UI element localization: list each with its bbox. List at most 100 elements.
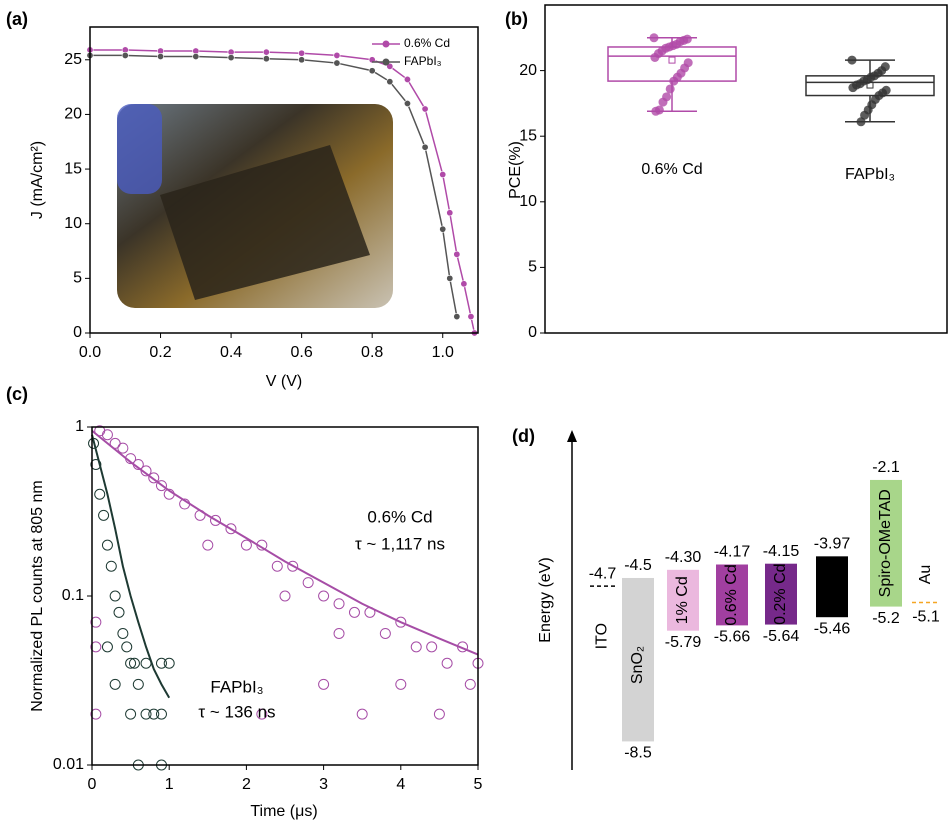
- data-point: [379, 627, 391, 639]
- data-point: [132, 678, 144, 690]
- data-point: [386, 62, 394, 70]
- level-name: ITO: [594, 623, 611, 649]
- band: [765, 563, 797, 625]
- band-value-label: -5.46: [814, 620, 851, 637]
- data-point: [446, 274, 454, 282]
- y-axis-label: J (mA/cm²): [29, 141, 46, 219]
- data-point: [333, 59, 341, 67]
- data-point: [287, 560, 299, 572]
- y-tick-label: 15: [64, 160, 82, 177]
- band-value-label: -2.1: [872, 459, 900, 476]
- data-point: [421, 143, 429, 151]
- data-point: [140, 708, 152, 720]
- data-point: [368, 67, 376, 75]
- band-value-label: -8.5: [624, 745, 652, 762]
- data-point: [202, 539, 214, 551]
- level-value-label: -4.7: [589, 565, 617, 582]
- data-point: [298, 56, 306, 64]
- y-axis-label: PCE(%): [507, 141, 524, 199]
- band-value-label: -3.97: [814, 536, 851, 553]
- data-point: [669, 76, 679, 86]
- band-value-label: -4.30: [665, 549, 702, 566]
- x-axis-label: Time (μs): [250, 803, 317, 820]
- data-point: [192, 53, 200, 61]
- mean: [668, 56, 676, 64]
- band: [870, 479, 902, 607]
- y-axis-label: Energy (eV): [537, 557, 554, 642]
- data-point: [256, 708, 268, 720]
- data-point: [148, 472, 160, 484]
- data-point: [348, 606, 360, 618]
- band: [667, 569, 699, 631]
- data-point: [464, 678, 476, 690]
- data-point: [665, 84, 675, 94]
- data-point: [453, 313, 461, 321]
- data-point: [271, 560, 283, 572]
- data-point: [240, 539, 252, 551]
- data-point: [117, 627, 129, 639]
- annotation: τ ~ 1,117 ns: [355, 534, 445, 553]
- y-tick-label: 0: [528, 324, 537, 341]
- band-name: FAPbI₃: [823, 562, 840, 612]
- y-tick-label: 5: [528, 259, 537, 276]
- category-label: 0.6% Cd: [641, 161, 702, 178]
- y-tick-label: 1: [75, 418, 84, 435]
- data-point: [848, 83, 858, 93]
- x-tick-label: 4: [396, 776, 405, 793]
- data-point: [651, 106, 661, 116]
- category-label: FAPbI₃: [845, 166, 895, 183]
- band-name: Spiro-OMeTAD: [877, 489, 894, 597]
- data-point: [163, 657, 175, 669]
- y-tick-label: 0: [73, 324, 82, 341]
- level-name: Au: [917, 565, 934, 585]
- data-point: [860, 110, 870, 120]
- y-tick-label: 0.01: [53, 756, 84, 773]
- data-point: [403, 100, 411, 108]
- data-point: [439, 225, 447, 233]
- annotation: 0.6% Cd: [367, 507, 432, 526]
- x-tick-label: 0.4: [220, 344, 242, 361]
- y-tick-label: 10: [64, 215, 82, 232]
- data-point: [90, 616, 102, 628]
- data-point: [847, 55, 857, 65]
- x-tick-label: 0.8: [361, 344, 383, 361]
- data-point: [403, 75, 411, 83]
- data-point: [439, 171, 447, 179]
- y-tick-label: 25: [64, 51, 82, 68]
- box: [607, 46, 737, 82]
- panel-label: (c): [6, 384, 28, 404]
- legend-marker: [382, 58, 390, 66]
- band-name: 0.2% Cd: [772, 563, 789, 624]
- data-point: [210, 514, 222, 526]
- data-point: [279, 590, 291, 602]
- x-tick-label: 1.0: [432, 344, 454, 361]
- data-point: [113, 606, 125, 618]
- band-name: 1% Cd: [674, 576, 691, 624]
- band: [622, 577, 654, 742]
- data-point: [318, 590, 330, 602]
- legend-marker: [382, 40, 390, 48]
- data-point: [117, 442, 129, 454]
- band-value-label: -5.64: [763, 628, 800, 645]
- y-tick-label: 10: [519, 193, 537, 210]
- x-tick-label: 0.0: [79, 344, 101, 361]
- legend-label: 0.6% Cd: [404, 36, 450, 50]
- data-point: [105, 560, 117, 572]
- x-tick-label: 0.2: [149, 344, 171, 361]
- x-tick-label: 1: [165, 776, 174, 793]
- data-point: [101, 539, 113, 551]
- band-name: SnO₂: [629, 646, 646, 684]
- data-point: [356, 708, 368, 720]
- data-point: [155, 657, 167, 669]
- data-point: [262, 55, 270, 63]
- data-point: [395, 616, 407, 628]
- data-point: [318, 678, 330, 690]
- data-point: [410, 641, 422, 653]
- data-point: [302, 577, 314, 589]
- data-point: [121, 641, 133, 653]
- data-point: [121, 51, 129, 59]
- band: [716, 564, 748, 626]
- band-value-label: -4.17: [714, 544, 751, 561]
- data-point: [433, 708, 445, 720]
- legend-label: FAPbI₃: [404, 54, 442, 68]
